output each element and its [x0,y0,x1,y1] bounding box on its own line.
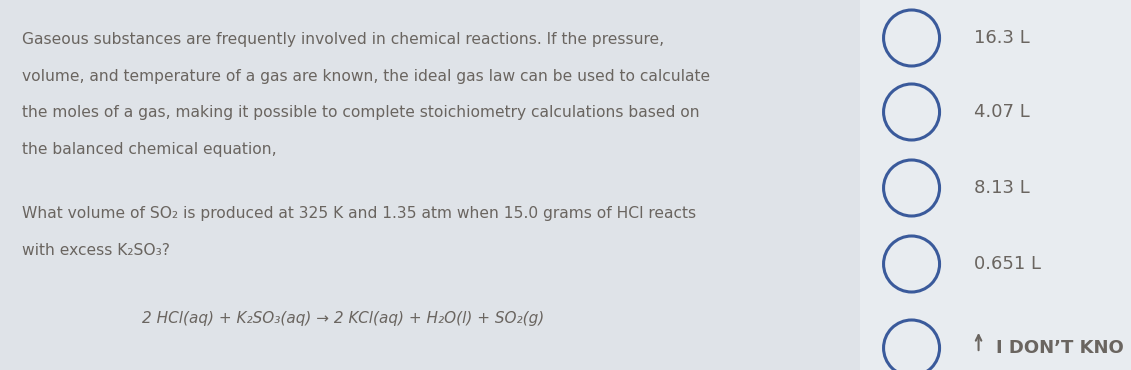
Text: with excess K₂SO₃?: with excess K₂SO₃? [21,242,170,258]
Circle shape [883,236,940,292]
Text: volume, and temperature of a gas are known, the ideal gas law can be used to cal: volume, and temperature of a gas are kno… [21,68,710,84]
Text: the balanced chemical equation,: the balanced chemical equation, [21,141,277,157]
Circle shape [883,160,940,216]
Text: 16.3 L: 16.3 L [974,29,1029,47]
Text: 2 HCl(aq) + K₂SO₃(aq) → 2 KCl(aq) + H₂O(l) + SO₂(g): 2 HCl(aq) + K₂SO₃(aq) → 2 KCl(aq) + H₂O(… [143,311,544,326]
Text: 0.651 L: 0.651 L [974,255,1041,273]
Circle shape [883,10,940,66]
Circle shape [883,320,940,370]
Text: 4.07 L: 4.07 L [974,103,1029,121]
Bar [860,0,1131,370]
Circle shape [883,84,940,140]
Text: 8.13 L: 8.13 L [974,179,1029,197]
Text: I DON’T KNO: I DON’T KNO [995,339,1123,357]
Text: What volume of SO₂ is produced at 325 K and 1.35 atm when 15.0 grams of HCl reac: What volume of SO₂ is produced at 325 K … [21,206,696,221]
Text: the moles of a gas, making it possible to complete stoichiometry calculations ba: the moles of a gas, making it possible t… [21,105,700,120]
Text: Gaseous substances are frequently involved in chemical reactions. If the pressur: Gaseous substances are frequently involv… [21,32,664,47]
